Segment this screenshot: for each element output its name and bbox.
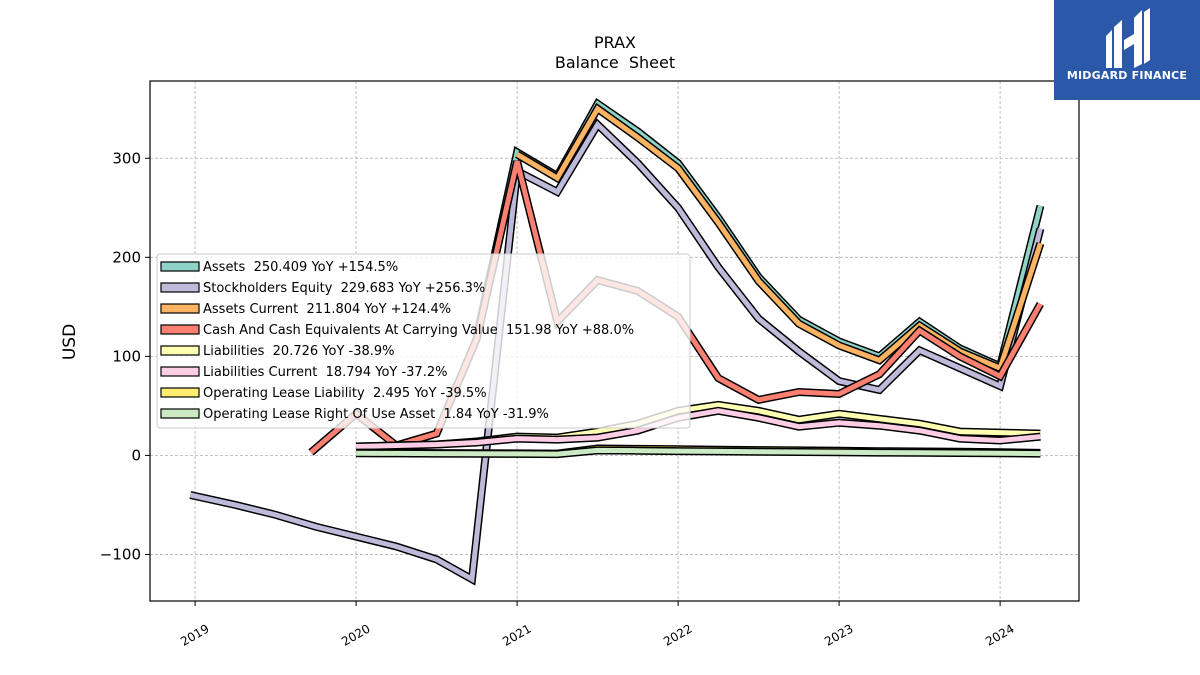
series-line	[515, 105, 1043, 372]
legend-label: Cash And Cash Equivalents At Carrying Va…	[203, 323, 634, 338]
legend-label: Assets Current 211.804 YoY +124.4%	[203, 302, 451, 317]
chart-subtitle: Balance Sheet	[555, 53, 675, 72]
midgard-finance-logo: MIDGARD FINANCE	[1054, 0, 1200, 100]
chart-title: PRAX	[594, 33, 636, 52]
logo-mark-icon	[1106, 8, 1150, 68]
series-line	[189, 120, 1043, 584]
legend: Assets 250.409 YoY +154.5% Stockholders E…	[156, 253, 691, 429]
series-line	[356, 408, 1041, 449]
legend-swatch	[160, 387, 200, 398]
legend-label: Stockholders Equity 229.683 YoY +256.3%	[203, 281, 485, 296]
legend-box	[156, 253, 691, 429]
legend-label: Operating Lease Liability 2.495 YoY -39.…	[203, 386, 487, 401]
y-tick-label: −100	[100, 545, 141, 563]
legend-label: Liabilities Current 18.794 YoY -37.2%	[203, 365, 447, 380]
legend-label: Operating Lease Right Of Use Asset 1.84 …	[203, 407, 549, 422]
plot-frame	[149, 80, 1080, 602]
series-line	[356, 447, 1041, 457]
y-tick-label: 300	[112, 149, 141, 167]
legend-swatch	[160, 324, 200, 335]
legend-swatch	[160, 345, 200, 356]
y-axis-label: USD	[60, 324, 80, 360]
y-tick-label: 100	[112, 347, 141, 365]
legend-swatch	[160, 366, 200, 377]
legend-swatch	[160, 261, 200, 272]
logo-text: MIDGARD FINANCE	[1066, 69, 1188, 82]
y-tick-label: 200	[112, 248, 141, 266]
y-tick-label: 0	[131, 446, 141, 464]
legend-label: Assets 250.409 YoY +154.5%	[203, 260, 398, 275]
legend-swatch	[160, 303, 200, 314]
legend-swatch	[160, 408, 200, 419]
legend-label: Liabilities 20.726 YoY -38.9%	[203, 344, 395, 359]
legend-swatch	[160, 282, 200, 293]
